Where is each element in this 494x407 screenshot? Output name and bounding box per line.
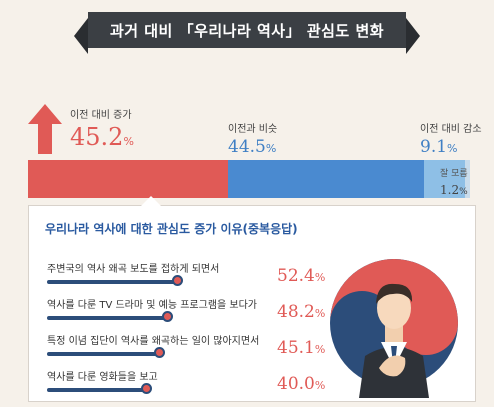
bar-segment-same — [227, 160, 425, 198]
reason-bar-knob — [141, 383, 152, 394]
increase-unit: % — [123, 135, 134, 148]
reason-bar — [47, 280, 178, 284]
reason-label: 주변국의 역사 왜곡 보도를 접하게 되면서 — [47, 264, 220, 275]
reason-item: 특정 이념 집단이 역사를 왜곡하는 일이 많아지면서 45.1% — [47, 332, 337, 358]
decrease-value-wrap: 9.1% — [420, 137, 482, 157]
reason-bar-knob — [153, 347, 165, 358]
reason-item: 역사를 다룬 TV 드라마 및 예능 프로그램을 보다가 48.2% — [47, 296, 337, 322]
reason-bar — [47, 352, 160, 356]
same-group: 이전과 비슷 44.5% — [228, 120, 277, 157]
bar-segment-unknown — [464, 160, 470, 198]
unknown-value: 1.2 — [440, 183, 460, 197]
unknown-unit: % — [459, 187, 468, 197]
same-value-wrap: 44.5% — [228, 137, 277, 157]
reasons-panel: 우리나라 역사에 대한 관심도 증가 이유(중복응답) 주변국의 역사 왜곡 보… — [28, 196, 476, 402]
increase-group: 이전 대비 증가 45.2% — [70, 106, 134, 151]
reason-value-unit: % — [314, 271, 326, 284]
reason-value: 40.0% — [277, 374, 325, 394]
unknown-value-wrap: 1.2% — [440, 179, 468, 198]
reason-label: 특정 이념 집단이 역사를 왜곡하는 일이 많아지면서 — [47, 336, 260, 347]
reasons-title: 우리나라 역사에 대한 관심도 증가 이유(중복응답) — [45, 222, 298, 236]
reason-bar — [47, 388, 147, 392]
reason-item: 역사를 다룬 영화들을 보고 40.0% — [47, 368, 337, 394]
bar-segment-decrease — [424, 160, 465, 198]
panel-notch — [141, 196, 161, 206]
reason-value-unit: % — [314, 307, 326, 320]
reason-value-number: 45.1 — [277, 338, 315, 358]
title-banner: 과거 대비 「우리나라 역사」 관심도 변화 — [74, 12, 420, 54]
reason-value: 45.1% — [277, 338, 325, 358]
same-value: 44.5 — [228, 137, 266, 157]
reason-value-number: 48.2 — [277, 302, 315, 322]
bar-segment-increase — [28, 160, 228, 198]
same-unit: % — [265, 142, 277, 155]
reason-label: 역사를 다룬 영화들을 보고 — [47, 372, 158, 383]
man-illustration — [330, 259, 458, 398]
reason-value-unit: % — [314, 343, 326, 356]
unknown-group: 잘 모름 1.2% — [440, 166, 468, 198]
increase-value: 45.2 — [70, 123, 124, 151]
up-arrow-icon — [28, 104, 62, 154]
reason-bar-knob — [161, 311, 173, 322]
stacked-bar — [28, 160, 470, 198]
decrease-unit: % — [447, 142, 458, 155]
decrease-value: 9.1 — [420, 137, 448, 157]
decrease-label: 이전 대비 감소 — [420, 124, 482, 135]
increase-value-wrap: 45.2% — [70, 123, 134, 151]
reason-label: 역사를 다룬 TV 드라마 및 예능 프로그램을 보다가 — [47, 300, 258, 311]
reason-item: 주변국의 역사 왜곡 보도를 접하게 되면서 52.4% — [47, 260, 337, 286]
increase-label: 이전 대비 증가 — [70, 110, 132, 121]
same-label: 이전과 비슷 — [228, 124, 278, 135]
reason-bar — [47, 316, 168, 320]
reason-value-number: 40.0 — [277, 374, 315, 394]
reason-value-unit: % — [314, 379, 326, 392]
decrease-group: 이전 대비 감소 9.1% — [420, 120, 482, 157]
reason-value-number: 52.4 — [277, 266, 315, 286]
page-title: 과거 대비 「우리나라 역사」 관심도 변화 — [109, 21, 385, 40]
reason-value: 52.4% — [277, 266, 325, 286]
unknown-label: 잘 모름 — [440, 169, 468, 179]
reason-bar-knob — [172, 275, 183, 286]
reason-value: 48.2% — [277, 302, 325, 322]
